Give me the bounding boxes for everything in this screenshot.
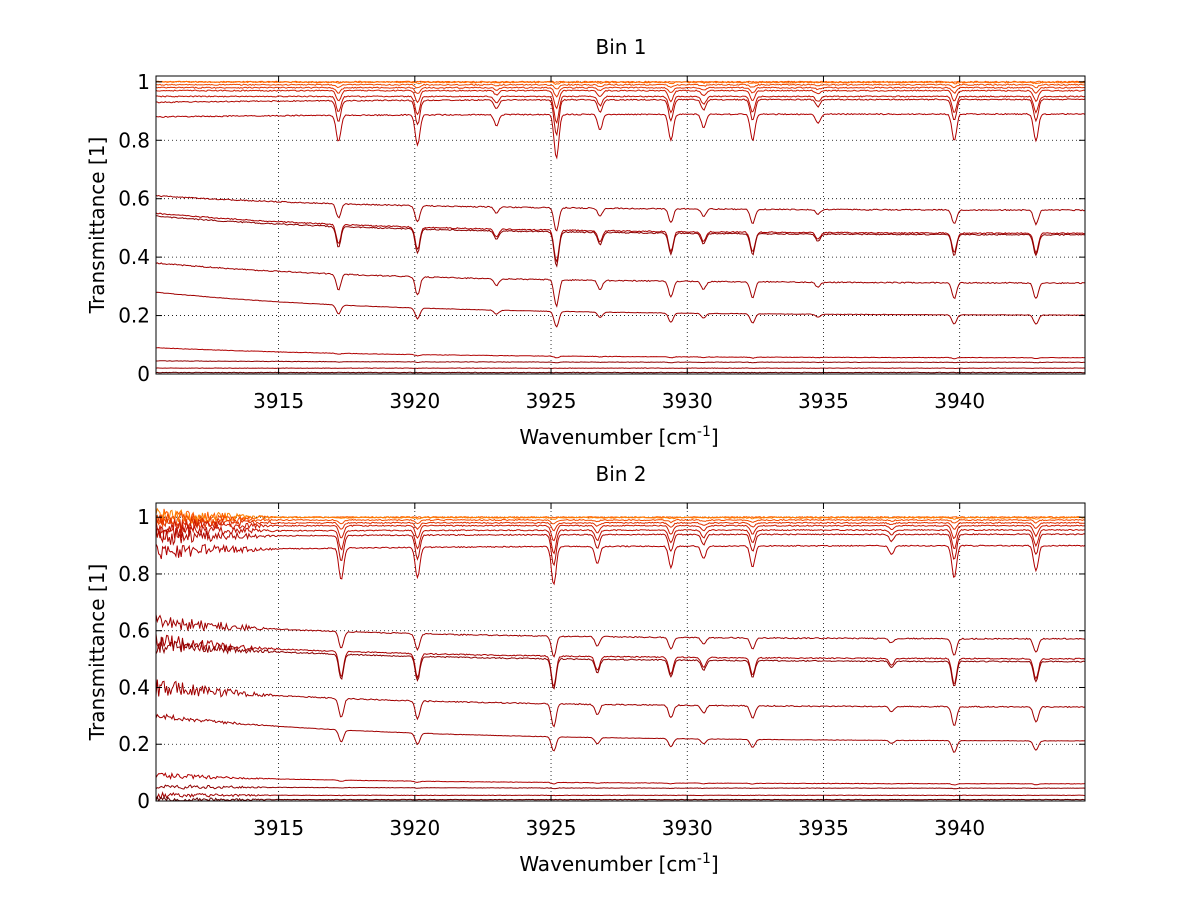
panel-bin-1: Bin 1 3915 3920 3925 3930 3935 3940 0 0.2 0.4 0.6…: [85, 35, 1086, 449]
series-line: [155, 507, 1086, 525]
x-tick-label: 3915: [253, 389, 304, 413]
series-line: [155, 528, 1086, 567]
axes-box: [155, 75, 1086, 375]
y-tick-label: 0: [137, 362, 150, 386]
plot-area: 3915 3920 3925 3930 3935 3940 0 0.2 0.4 0.6 0.8 1: [118, 503, 1086, 840]
x-tick-label: 3925: [526, 816, 577, 840]
series-line: [155, 633, 1086, 688]
series-line: [155, 291, 1086, 328]
series-line: [155, 215, 1086, 268]
series-line: [155, 262, 1086, 308]
x-tick-label: 3930: [662, 816, 713, 840]
series-line: [155, 522, 1086, 555]
chart-title: Bin 1: [595, 35, 646, 59]
series-line: [156, 360, 1086, 364]
y-axis-label: Transmittance [1]: [85, 137, 109, 315]
series-line: [155, 95, 1086, 125]
y-tick-label: 0.4: [118, 245, 150, 269]
x-tick-label: 3940: [934, 389, 985, 413]
y-tick-label: 0.2: [118, 732, 150, 756]
series-line: [155, 543, 1086, 586]
x-tick-label: 3935: [798, 816, 849, 840]
y-tick-label: 0.6: [118, 187, 150, 211]
y-axis-label: Transmittance [1]: [85, 564, 109, 742]
x-tick-label: 3920: [389, 816, 440, 840]
series-line: [155, 795, 1086, 802]
y-tick-label: 0.8: [118, 562, 150, 586]
series-line: [155, 347, 1086, 360]
y-tick-label: 0.2: [118, 304, 150, 328]
series-line: [155, 86, 1086, 98]
series-line: [155, 636, 1086, 690]
series-line: [155, 80, 1086, 85]
axes-box: [155, 502, 1086, 802]
y-tick-label: 0.6: [118, 619, 150, 643]
series-line: [155, 772, 1086, 786]
y-tick-label: 0.8: [118, 128, 150, 152]
x-axis-label: Wavenumber [cm-1]: [519, 424, 718, 449]
series-line: [155, 194, 1086, 232]
x-tick-label: 3930: [662, 389, 713, 413]
series-line: [155, 614, 1086, 658]
series-line: [155, 212, 1086, 264]
y-tick-label: 1: [137, 505, 150, 529]
series-line: [155, 98, 1086, 137]
x-tick-label: 3940: [934, 816, 985, 840]
series-line: [155, 371, 1086, 374]
series-line: [155, 89, 1086, 110]
series-line: [155, 791, 1086, 799]
x-tick-label: 3925: [526, 389, 577, 413]
x-axis-label: Wavenumber [cm-1]: [519, 851, 718, 876]
chart-title: Bin 2: [595, 462, 646, 486]
series-line: [155, 511, 1086, 527]
panel-bin-2: Bin 2 3915 3920 3925 3930 3935 3940 0 0.2 0.4 0.6…: [85, 462, 1086, 876]
series-line: [155, 515, 1086, 532]
plot-area: 3915 3920 3925 3930 3935 3940 0 0.2 0.4 0.6 0.8 1: [118, 70, 1086, 413]
x-tick-label: 3935: [798, 389, 849, 413]
y-tick-label: 1: [137, 70, 150, 94]
x-tick-label: 3920: [389, 389, 440, 413]
series-line: [155, 713, 1086, 753]
series-line: [155, 519, 1086, 542]
series-line: [155, 784, 1086, 790]
series-line: [155, 112, 1086, 160]
y-tick-label: 0.4: [118, 675, 150, 699]
y-tick-label: 0: [137, 789, 150, 813]
series-line: [155, 367, 1086, 370]
series-line: [155, 679, 1086, 728]
x-tick-label: 3915: [253, 816, 304, 840]
series-line: [155, 83, 1086, 90]
